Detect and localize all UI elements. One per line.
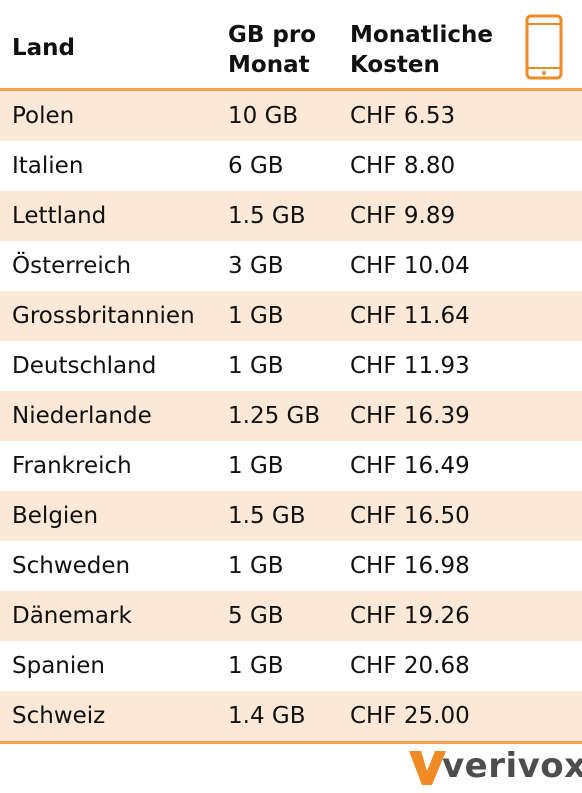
country-cell: Dänemark <box>12 603 132 629</box>
table-body: Polen 10 GB CHF 6.53 Italien 6 GB CHF 8.80 Let… <box>0 91 582 741</box>
table-row: Grossbritannien 1 GB CHF 11.64 <box>0 291 582 341</box>
monthly-cost-cell: CHF 25.00 <box>350 703 470 729</box>
data-volume-cell: 10 GB <box>228 103 299 129</box>
table-row: Lettland 1.5 GB CHF 9.89 <box>0 191 582 241</box>
country-cell: Niederlande <box>12 403 152 429</box>
country-cell: Spanien <box>12 653 105 679</box>
header-gb-per-month: GB pro Monat <box>228 22 317 78</box>
country-cell: Deutschland <box>12 353 157 379</box>
data-volume-cell: 1.25 GB <box>228 403 321 429</box>
data-volume-cell: 3 GB <box>228 253 284 279</box>
data-volume-cell: 1 GB <box>228 453 284 479</box>
data-volume-cell: 1.5 GB <box>228 203 306 229</box>
monthly-cost-cell: CHF 10.04 <box>350 253 470 279</box>
monthly-cost-cell: CHF 9.89 <box>350 203 456 229</box>
country-cell: Grossbritannien <box>12 303 195 329</box>
monthly-cost-cell: CHF 16.98 <box>350 553 470 579</box>
header-monthly-cost: Monatliche Kosten <box>350 22 493 78</box>
table-row: Italien 6 GB CHF 8.80 <box>0 141 582 191</box>
table-row: Deutschland 1 GB CHF 11.93 <box>0 341 582 391</box>
table-header: Land GB pro Monat Monatliche Kosten <box>0 0 582 91</box>
country-cell: Österreich <box>12 253 132 279</box>
monthly-cost-cell: CHF 6.53 <box>350 103 456 129</box>
data-volume-cell: 1.5 GB <box>228 503 306 529</box>
country-cell: Italien <box>12 153 84 179</box>
country-cell: Polen <box>12 103 75 129</box>
data-volume-cell: 1.4 GB <box>228 703 306 729</box>
monthly-cost-cell: CHF 11.93 <box>350 353 470 379</box>
table-row: Schweiz 1.4 GB CHF 25.00 <box>0 691 582 741</box>
verivox-v-mark-icon <box>409 751 446 785</box>
logo-wordmark: verivox <box>442 746 582 786</box>
smartphone-icon <box>525 14 563 80</box>
monthly-cost-cell: CHF 16.39 <box>350 403 470 429</box>
data-volume-cell: 1 GB <box>228 553 284 579</box>
monthly-cost-cell: CHF 8.80 <box>350 153 456 179</box>
table-row: Spanien 1 GB CHF 20.68 <box>0 641 582 691</box>
table-row: Niederlande 1.25 GB CHF 16.39 <box>0 391 582 441</box>
country-cell: Schweiz <box>12 703 106 729</box>
country-cell: Belgien <box>12 503 99 529</box>
country-cell: Lettland <box>12 203 107 229</box>
table-row: Österreich 3 GB CHF 10.04 <box>0 241 582 291</box>
table-row: Polen 10 GB CHF 6.53 <box>0 91 582 141</box>
table-row: Dänemark 5 GB CHF 19.26 <box>0 591 582 641</box>
monthly-cost-cell: CHF 19.26 <box>350 603 470 629</box>
monthly-cost-cell: CHF 11.64 <box>350 303 470 329</box>
verivox-logo: verivox <box>406 745 582 790</box>
country-cell: Frankreich <box>12 453 132 479</box>
monthly-cost-cell: CHF 16.49 <box>350 453 470 479</box>
data-volume-cell: 1 GB <box>228 353 284 379</box>
table-row: Schweden 1 GB CHF 16.98 <box>0 541 582 591</box>
country-cell: Schweden <box>12 553 131 579</box>
monthly-cost-cell: CHF 20.68 <box>350 653 470 679</box>
bottom-divider <box>0 741 582 744</box>
table-row: Belgien 1.5 GB CHF 16.50 <box>0 491 582 541</box>
data-volume-cell: 6 GB <box>228 153 284 179</box>
data-volume-cell: 1 GB <box>228 653 284 679</box>
table-row: Frankreich 1 GB CHF 16.49 <box>0 441 582 491</box>
data-volume-cell: 5 GB <box>228 603 284 629</box>
data-volume-cell: 1 GB <box>228 303 284 329</box>
header-land: Land <box>12 35 76 61</box>
price-table: Land GB pro Monat Monatliche Kosten Pole… <box>0 0 582 744</box>
monthly-cost-cell: CHF 16.50 <box>350 503 470 529</box>
